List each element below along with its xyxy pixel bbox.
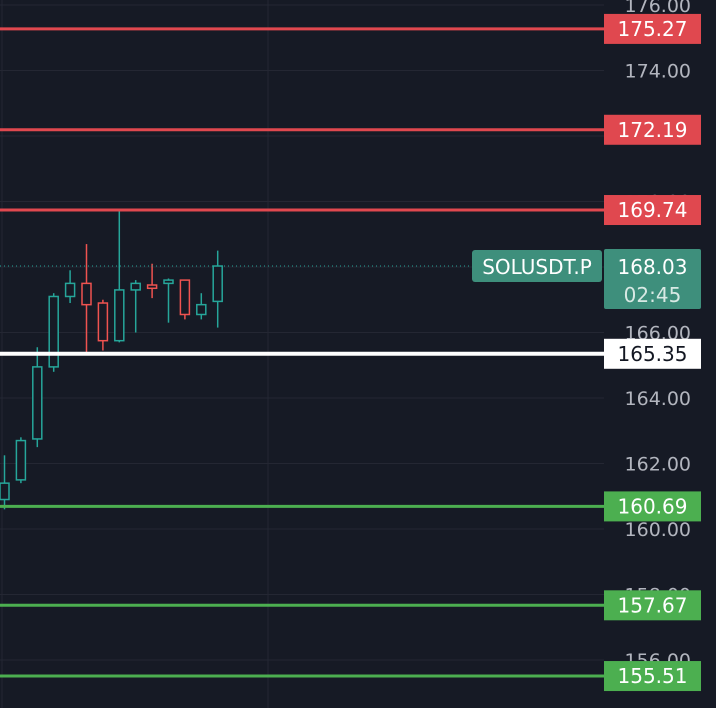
price-level-label: 165.35 — [618, 342, 688, 366]
y-axis-tick-label: 174.00 — [625, 61, 691, 83]
price-level-tag — [604, 114, 701, 145]
y-axis-tick-label: 176.00 — [625, 0, 691, 17]
candle-body-up — [114, 289, 125, 342]
y-axis-tick-label: 162.00 — [625, 454, 691, 476]
candle-body-up — [15, 439, 27, 481]
price-level-tag — [604, 195, 701, 226]
countdown-label: 02:45 — [624, 283, 682, 307]
candle-body-up — [64, 282, 76, 298]
price-level-tag — [604, 338, 701, 369]
last-price-tag — [604, 249, 701, 310]
candle-body-down — [97, 302, 109, 342]
price-level-tag — [604, 661, 701, 692]
price-level-tag — [604, 13, 701, 44]
price-level-tag — [604, 590, 701, 621]
candle-body-up — [130, 282, 141, 291]
price-level-tag — [604, 491, 701, 522]
price-level-label: 160.69 — [618, 494, 688, 518]
last-price-label: 168.03 — [618, 255, 688, 279]
candle-body-up — [0, 482, 10, 501]
candle-body-up — [196, 303, 207, 316]
candle-body-up — [32, 366, 43, 440]
price-level-label: 175.27 — [618, 17, 688, 41]
price-level-label: 157.67 — [618, 593, 688, 617]
candle-body-down — [179, 279, 191, 316]
y-axis-tick-label: 160.00 — [625, 519, 691, 541]
symbol-label: SOLUSDT.P — [482, 255, 592, 279]
candle-body-down — [146, 284, 158, 290]
symbol-tag — [472, 250, 602, 283]
candle-body-up — [212, 265, 223, 303]
candle-body-up — [48, 295, 59, 368]
candle-body-down — [81, 282, 92, 306]
y-axis-tick-label: 164.00 — [625, 388, 691, 410]
candle-body-up — [163, 279, 174, 285]
price-level-label: 155.51 — [618, 664, 688, 688]
price-level-label: 169.74 — [618, 198, 688, 222]
price-level-label: 172.19 — [618, 118, 688, 142]
